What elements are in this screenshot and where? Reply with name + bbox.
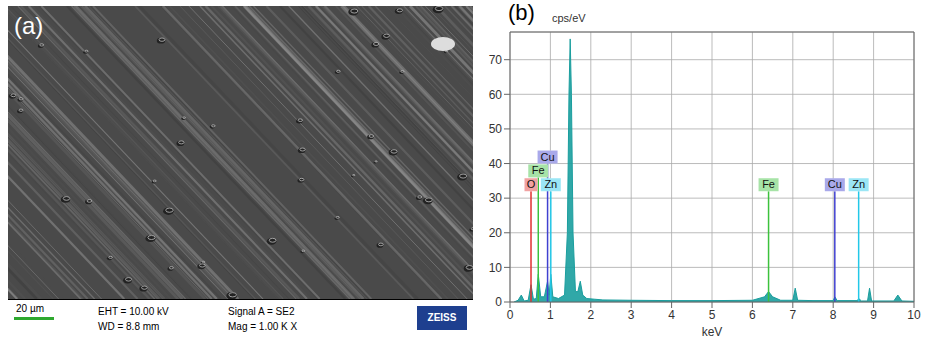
svg-text:8: 8 bbox=[830, 308, 837, 322]
html-text:cps/eV: cps/eV bbox=[552, 12, 586, 24]
svg-text:70: 70 bbox=[489, 53, 503, 67]
svg-text:Cu: Cu bbox=[828, 178, 842, 190]
html-text:WD = 8.8 mm: WD = 8.8 mm bbox=[98, 321, 160, 332]
html-text:ZEISS: ZEISS bbox=[427, 312, 457, 323]
svg-text:20: 20 bbox=[489, 226, 503, 240]
svg-text:Cu: Cu bbox=[541, 151, 555, 163]
svg-text:6: 6 bbox=[749, 308, 756, 322]
svg-text:50: 50 bbox=[489, 122, 503, 136]
svg-text:(a): (a) bbox=[14, 12, 43, 39]
html-text:Signal A = SE2: Signal A = SE2 bbox=[228, 306, 295, 317]
html-text:20 µm: 20 µm bbox=[16, 303, 44, 314]
html-text:(b): (b) bbox=[508, 0, 535, 25]
svg-text:0: 0 bbox=[495, 295, 502, 309]
svg-text:40: 40 bbox=[489, 157, 503, 171]
html-text:Mag = 1.00 K X: Mag = 1.00 K X bbox=[228, 321, 298, 332]
svg-text:Fe: Fe bbox=[532, 164, 545, 176]
svg-text:O: O bbox=[527, 178, 536, 190]
svg-text:1: 1 bbox=[547, 308, 554, 322]
svg-text:9: 9 bbox=[870, 308, 877, 322]
svg-text:Zn: Zn bbox=[544, 178, 557, 190]
svg-text:keV: keV bbox=[702, 325, 723, 338]
svg-text:4: 4 bbox=[668, 308, 675, 322]
svg-text:2: 2 bbox=[587, 308, 594, 322]
svg-text:10: 10 bbox=[907, 308, 921, 322]
svg-text:7: 7 bbox=[789, 308, 796, 322]
svg-text:30: 30 bbox=[489, 191, 503, 205]
svg-text:Zn: Zn bbox=[852, 178, 865, 190]
svg-text:60: 60 bbox=[489, 88, 503, 102]
svg-text:10: 10 bbox=[489, 261, 503, 275]
svg-text:3: 3 bbox=[628, 308, 635, 322]
html-text:EHT = 10.00 kV: EHT = 10.00 kV bbox=[98, 306, 169, 317]
svg-text:Fe: Fe bbox=[762, 178, 775, 190]
svg-text:5: 5 bbox=[709, 308, 716, 322]
svg-text:0: 0 bbox=[507, 308, 514, 322]
